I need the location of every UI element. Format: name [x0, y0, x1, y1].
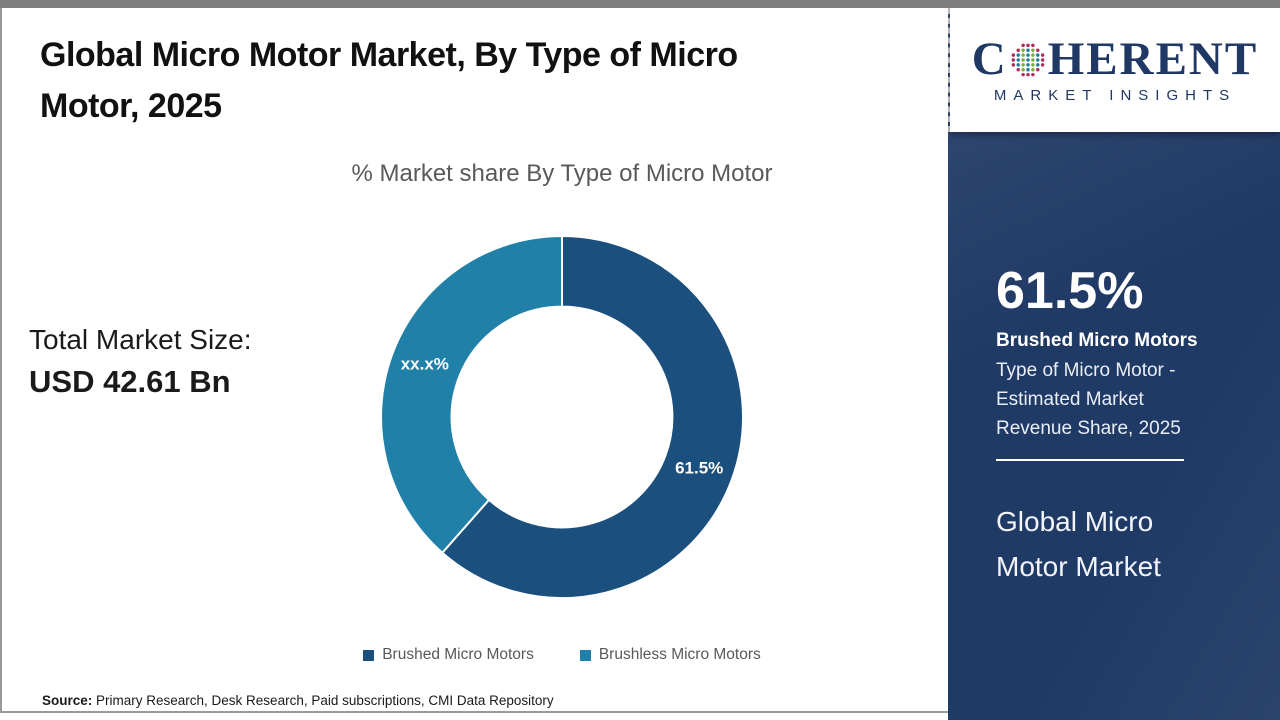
globe-dot — [1030, 57, 1035, 62]
globe-dot — [1035, 57, 1040, 62]
globe-dot — [1021, 57, 1025, 62]
stat-description: Type of Micro Motor - Estimated Market R… — [996, 356, 1246, 443]
globe-dot — [1021, 67, 1025, 71]
total-market-size: Total Market Size: USD 42.61 Bn — [29, 324, 252, 400]
globe-dot — [1021, 52, 1025, 57]
globe-dot — [1011, 57, 1015, 62]
donut-slice-brushless-micro-motors — [379, 234, 563, 555]
globe-dot — [1021, 62, 1025, 67]
donut-chart-svg: 61.5% xx.x% — [379, 234, 744, 599]
globe-dot — [1016, 67, 1020, 71]
globe-dot — [1016, 52, 1020, 57]
page-title-line-1: Global Micro Motor Market, By Type of Mi… — [40, 36, 738, 74]
logo-letter-c: C — [971, 33, 1008, 85]
globe-dot — [1035, 52, 1040, 57]
globe-dot — [1030, 52, 1035, 57]
donut-slice-brushed-micro-motors — [440, 234, 744, 599]
globe-dot — [1040, 57, 1045, 62]
globe-dot — [1011, 62, 1015, 67]
stat-divider — [996, 458, 1184, 461]
globe-dot — [1021, 72, 1025, 76]
globe-dot — [1025, 52, 1030, 57]
globe-dot — [1025, 57, 1030, 62]
globe-dot — [1035, 67, 1040, 71]
legend-label: Brushless Micro Motors — [598, 646, 761, 663]
highlight-stat-block: 61.5% Brushed Micro Motors Type of Micro… — [996, 262, 1246, 589]
report-market-name-line-2: Motor Market — [996, 550, 1161, 582]
logo-word-herent: HERENT — [1047, 33, 1259, 85]
globe-dot — [1016, 57, 1020, 62]
stat-description-line-2: Estimated Market — [996, 388, 1144, 410]
globe-dot — [1025, 43, 1030, 47]
stat-segment-name: Brushed Micro Motors — [996, 329, 1198, 351]
coherent-globe-icon — [1011, 43, 1045, 76]
stat-description-line-1: Type of Micro Motor - — [996, 359, 1176, 381]
stat-value: 61.5% — [996, 262, 1144, 320]
main-chart-panel: Global Micro Motor Market, By Type of Mi… — [0, 8, 948, 713]
page-title-line-2: Motor, 2025 — [40, 87, 222, 125]
dashed-separator — [948, 8, 950, 132]
company-logo-card: C HERENT MARKET INSIGHTS — [950, 8, 1280, 132]
total-market-size-value: USD 42.61 Bn — [29, 364, 231, 399]
globe-dot — [1030, 43, 1035, 47]
top-frame-bar — [0, 0, 1280, 8]
globe-dot — [1040, 62, 1045, 67]
logo-subtitle: MARKET INSIGHTS — [993, 87, 1237, 104]
source-line: Source: Primary Research, Desk Research,… — [42, 693, 554, 708]
globe-dot — [1030, 48, 1035, 52]
report-market-name: Global Micro Motor Market — [996, 499, 1246, 589]
company-logo: C HERENT — [972, 36, 1258, 83]
globe-dot — [1011, 52, 1015, 57]
globe-dot — [1040, 52, 1045, 57]
legend-marker — [363, 649, 375, 661]
legend-item-brushless-micro-motors: Brushless Micro Motors — [579, 646, 761, 664]
globe-dot — [1025, 62, 1030, 67]
legend-item-brushed-micro-motors: Brushed Micro Motors — [363, 646, 534, 664]
globe-dot — [1025, 48, 1030, 52]
globe-dot — [1021, 48, 1025, 52]
source-text: Primary Research, Desk Research, Paid su… — [92, 693, 554, 708]
legend-label: Brushed Micro Motors — [382, 646, 534, 663]
chart-title: % Market share By Type of Micro Motor — [351, 160, 773, 187]
donut-slice-label: 61.5% — [675, 458, 723, 477]
total-market-size-label: Total Market Size: — [29, 324, 252, 355]
legend-marker — [579, 649, 591, 661]
globe-dot — [1030, 62, 1035, 67]
report-market-name-line-1: Global Micro — [996, 505, 1154, 537]
globe-dot — [1016, 62, 1020, 67]
donut-chart: 61.5% xx.x% — [372, 227, 752, 607]
globe-dot — [1030, 67, 1035, 71]
chart-legend: Brushed Micro Motors Brushless Micro Moto… — [162, 646, 962, 664]
globe-dot — [1035, 62, 1040, 67]
source-label: Source: — [42, 693, 93, 708]
globe-dot — [1021, 43, 1025, 47]
page-title: Global Micro Motor Market, By Type of Mi… — [40, 30, 890, 132]
brand-sidebar: C HERENT MARKET INSIGHTS 61.5% Brushed M… — [948, 8, 1280, 720]
globe-dot — [1035, 48, 1040, 52]
globe-dot — [1030, 72, 1035, 76]
globe-dot — [1025, 67, 1030, 71]
stat-description-line-3: Revenue Share, 2025 — [996, 417, 1181, 439]
donut-slice-label: xx.x% — [401, 355, 449, 374]
globe-dot — [1025, 72, 1030, 76]
globe-dot — [1016, 48, 1020, 52]
